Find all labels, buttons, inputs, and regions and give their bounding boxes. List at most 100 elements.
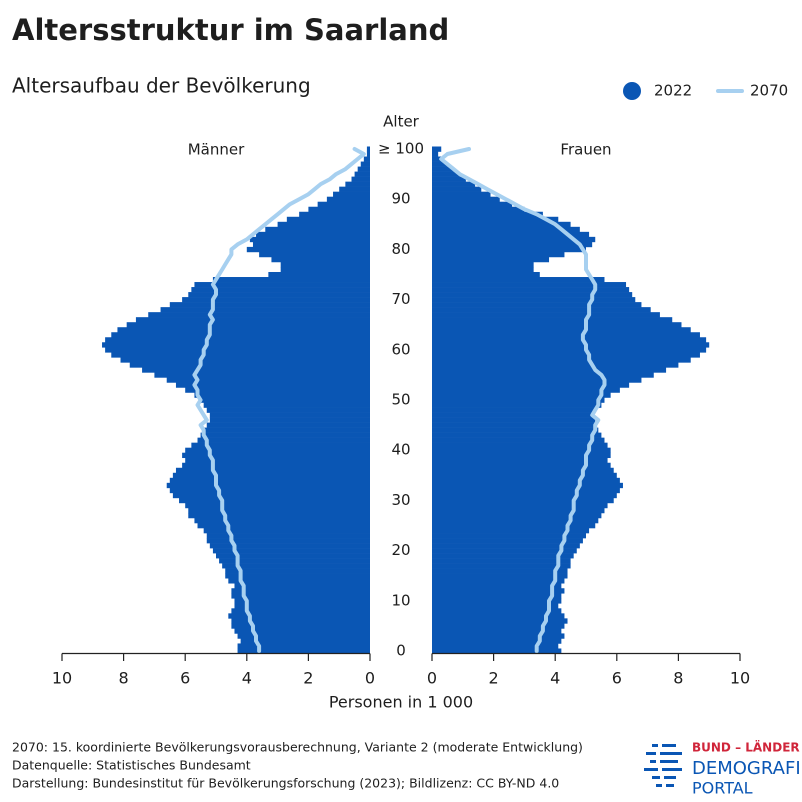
x-tick-label: 4 [550, 669, 560, 688]
bar [209, 543, 370, 549]
legend-marker [623, 82, 641, 100]
bar [432, 412, 593, 418]
bar [111, 352, 370, 358]
bar [172, 492, 370, 499]
bar [432, 297, 636, 303]
bar [432, 211, 543, 218]
bar [432, 522, 596, 529]
line [439, 147, 607, 653]
bar [432, 372, 654, 378]
bar [194, 392, 370, 398]
bar [185, 502, 370, 509]
bar [432, 528, 590, 534]
logo-text: DEMOGRAFIE [692, 758, 802, 779]
bar [432, 271, 540, 278]
y-tick-label: 30 [391, 491, 410, 509]
bar [432, 633, 565, 639]
bar [175, 467, 370, 474]
bar [432, 568, 568, 574]
bar [432, 618, 568, 624]
bar [432, 251, 565, 258]
bar [432, 241, 593, 248]
bar [432, 347, 707, 353]
bar [432, 166, 454, 172]
bar [206, 538, 370, 544]
bar [219, 558, 370, 564]
bar [277, 221, 370, 228]
bar [111, 332, 370, 338]
bar [432, 452, 611, 459]
line [192, 147, 366, 653]
bar [351, 176, 370, 182]
bar [432, 487, 620, 494]
x-tick-label: 10 [52, 669, 72, 688]
bar [212, 277, 370, 283]
bar [169, 477, 370, 484]
bar [160, 307, 370, 313]
bar [432, 437, 605, 443]
y-tick-label: 80 [391, 240, 410, 258]
bar [432, 538, 583, 544]
bar [432, 201, 513, 208]
bar [366, 146, 370, 152]
y-axis-label: Alter [383, 113, 420, 131]
bar [105, 347, 371, 353]
bar [280, 261, 370, 268]
panel-label: Frauen [560, 141, 611, 159]
bar [432, 492, 617, 499]
y-tick-label: 10 [391, 591, 410, 609]
bar [166, 482, 370, 489]
bar [432, 206, 525, 213]
y-tick-label: 70 [391, 290, 410, 308]
bar [246, 246, 370, 253]
bar [432, 643, 559, 649]
bar [206, 533, 370, 539]
bar [432, 563, 571, 569]
bar [191, 287, 370, 293]
bar [432, 216, 559, 223]
bar [169, 302, 370, 308]
bar [432, 146, 442, 152]
bar [432, 231, 590, 238]
bar [432, 327, 691, 333]
bar [326, 196, 370, 203]
bar [225, 568, 370, 574]
bar [366, 151, 370, 157]
bar [231, 588, 370, 594]
bar [432, 497, 614, 504]
bar [432, 553, 574, 559]
bar [432, 533, 586, 539]
bar [148, 312, 370, 318]
bar [252, 241, 370, 248]
x-axis-label: Personen in 1 000 [329, 693, 473, 712]
bar [432, 397, 605, 403]
bar [265, 226, 370, 233]
bar [216, 553, 370, 559]
bar [225, 573, 370, 579]
bar [432, 462, 611, 469]
bar [166, 377, 370, 383]
bar [432, 196, 500, 203]
bar [126, 322, 371, 328]
bar [432, 507, 605, 514]
bar [432, 578, 565, 584]
bar [432, 628, 562, 634]
bar [206, 422, 370, 428]
bar [432, 236, 596, 243]
footnote: Datenquelle: Statistisches Bundesamt [12, 758, 251, 773]
bar [188, 292, 370, 298]
bar [237, 643, 370, 649]
bar [432, 517, 599, 524]
bar [182, 297, 370, 303]
bar [432, 482, 623, 489]
bar [194, 517, 370, 524]
bar [317, 201, 370, 208]
bar [432, 502, 608, 509]
bar [432, 357, 691, 363]
bar [432, 312, 660, 318]
bar [432, 151, 439, 157]
bar [432, 337, 707, 343]
bar [268, 271, 370, 278]
bar [432, 181, 476, 187]
bar [209, 412, 370, 418]
